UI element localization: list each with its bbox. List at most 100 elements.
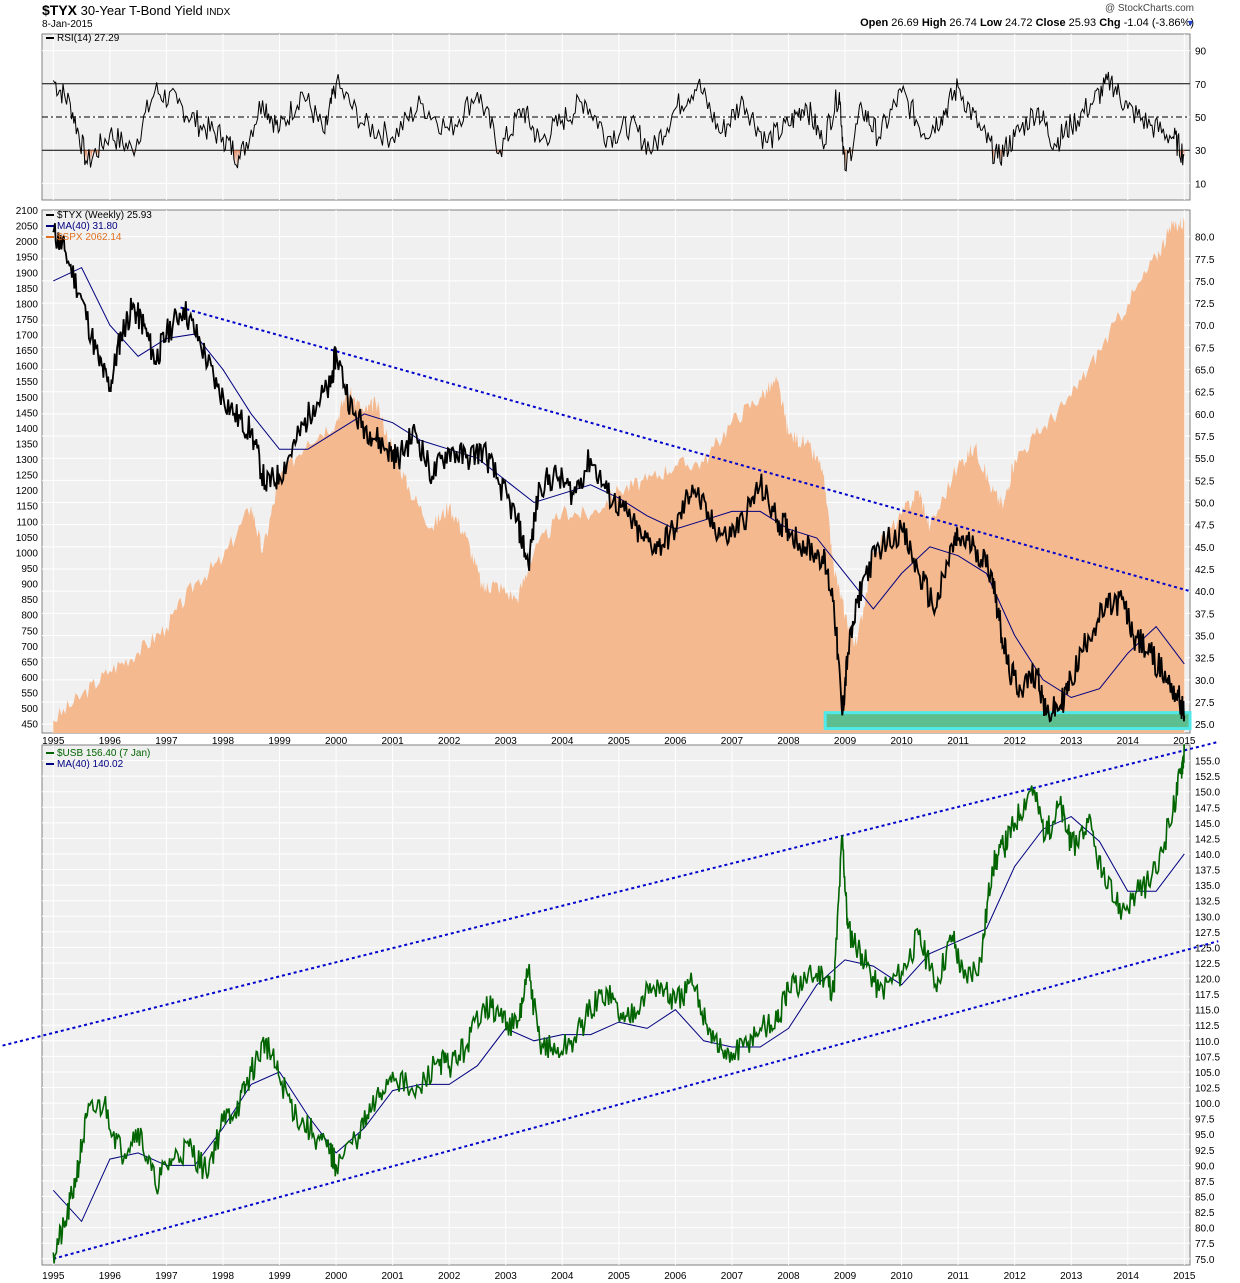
usb-y-tick-label: 80.0 xyxy=(1195,1224,1215,1235)
usb-y-tick-label: 135.0 xyxy=(1195,881,1220,892)
rsi-oversold-fill xyxy=(992,150,995,164)
spx-y-tick-label: 950 xyxy=(21,564,38,575)
rsi-oversold-fill xyxy=(1182,150,1184,155)
x-tick-label: 2005 xyxy=(608,1271,631,1282)
spx-y-tick-label: 1600 xyxy=(16,362,39,373)
x-tick-label: 2004 xyxy=(551,1271,574,1282)
x-tick-label: 2008 xyxy=(777,1271,800,1282)
rsi-y-tick-label: 30 xyxy=(1195,146,1207,157)
x-tick-label: 2007 xyxy=(721,1271,744,1282)
tyx-y-tick-label: 42.5 xyxy=(1195,565,1215,576)
tyx-y-tick-label: 32.5 xyxy=(1195,654,1215,665)
rsi-oversold-fill xyxy=(90,150,93,160)
copyright-label: @ StockCharts.com xyxy=(1104,3,1194,14)
rsi-oversold-fill xyxy=(851,150,853,154)
x-tick-label: 2009 xyxy=(834,1271,857,1282)
support-band xyxy=(823,711,1192,731)
spx-y-tick-label: 1050 xyxy=(16,533,39,544)
usb-y-tick-label: 105.0 xyxy=(1195,1068,1220,1079)
x-tick-label: 2003 xyxy=(495,1271,518,1282)
usb-y-tick-label: 110.0 xyxy=(1195,1037,1220,1048)
tyx-y-tick-label: 65.0 xyxy=(1195,366,1215,377)
usb-panel xyxy=(41,744,1191,1266)
spx-y-tick-label: 700 xyxy=(21,642,38,653)
spx-y-tick-label: 1100 xyxy=(16,517,38,528)
x-tick-label: 2010 xyxy=(890,736,913,747)
x-tick-label: 2007 xyxy=(721,736,744,747)
rsi-oversold-fill xyxy=(236,150,238,169)
spx-y-tick-label: 500 xyxy=(21,704,38,715)
usb-y-tick-label: 82.5 xyxy=(1195,1208,1215,1219)
spx-y-tick-label: 1250 xyxy=(16,471,39,482)
spx-y-tick-label: 1150 xyxy=(16,502,38,513)
spx-y-tick-label: 600 xyxy=(21,673,38,684)
x-tick-label: 2008 xyxy=(777,736,800,747)
down-triangle-icon[interactable]: ▼ xyxy=(1186,18,1195,28)
tyx-y-tick-label: 72.5 xyxy=(1195,299,1215,310)
legend-label: $USB 156.40 (7 Jan) xyxy=(57,748,150,759)
usb-y-tick-label: 120.0 xyxy=(1195,975,1220,986)
x-tick-label: 1996 xyxy=(99,1271,122,1282)
tyx-y-tick-label: 37.5 xyxy=(1195,609,1215,620)
high-label: High xyxy=(921,17,947,29)
instrument-name: 30-Year T-Bond Yield xyxy=(80,3,203,18)
chart-date: 8-Jan-2015 xyxy=(42,19,93,30)
usb-y-tick-label: 97.5 xyxy=(1195,1115,1215,1126)
x-tick-label: 2011 xyxy=(947,736,969,747)
usb-y-tick-label: 107.5 xyxy=(1195,1052,1220,1063)
spx-y-tick-label: 750 xyxy=(21,626,38,637)
x-tick-label: 1997 xyxy=(155,1271,178,1282)
x-tick-label: 1999 xyxy=(268,1271,291,1282)
exchange-label: INDX xyxy=(206,7,231,18)
x-tick-label: 2005 xyxy=(608,736,631,747)
spx-y-tick-label: 1400 xyxy=(16,424,39,435)
high-value: 26.74 xyxy=(949,17,977,29)
ohlc-readout: Open 26.69 High 26.74 Low 24.72 Close 25… xyxy=(860,17,1194,29)
spx-y-tick-label: 1200 xyxy=(16,486,39,497)
usb-y-tick-label: 92.5 xyxy=(1195,1146,1215,1157)
spx-y-tick-label: 1450 xyxy=(16,408,39,419)
x-tick-label: 1997 xyxy=(155,736,178,747)
tyx-y-tick-label: 45.0 xyxy=(1195,543,1215,554)
x-tick-label: 2015 xyxy=(1173,736,1196,747)
rsi-y-tick-label: 70 xyxy=(1195,80,1207,91)
usb-y-tick-label: 112.5 xyxy=(1195,1021,1220,1032)
spx-y-tick-label: 1500 xyxy=(16,393,39,404)
usb-y-tick-label: 147.5 xyxy=(1195,803,1220,814)
spx-y-tick-label: 1300 xyxy=(16,455,39,466)
usb-line xyxy=(52,744,1186,1264)
x-tick-label: 2000 xyxy=(325,1271,348,1282)
x-tick-label: 2013 xyxy=(1060,1271,1083,1282)
usb-y-tick-label: 137.5 xyxy=(1195,866,1220,877)
usb-y-tick-label: 87.5 xyxy=(1195,1177,1215,1188)
usb-y-tick-label: 155.0 xyxy=(1195,757,1220,768)
tyx-y-tick-label: 57.5 xyxy=(1195,432,1215,443)
x-tick-label: 2014 xyxy=(1117,736,1140,747)
tyx-y-tick-label: 25.0 xyxy=(1195,720,1215,731)
x-tick-label: 2011 xyxy=(947,1271,969,1282)
rsi-oversold-fill xyxy=(845,150,847,171)
x-tick-label: 2015 xyxy=(1173,1271,1196,1282)
legend-label: $SPX 2062.14 xyxy=(57,232,122,243)
rsi-line xyxy=(52,71,1185,172)
spx-y-tick-label: 1550 xyxy=(16,377,39,388)
spx-y-tick-label: 2100 xyxy=(16,206,39,217)
usb-y-tick-label: 132.5 xyxy=(1195,897,1220,908)
low-label: Low xyxy=(979,17,1002,29)
x-tick-label: 2003 xyxy=(495,736,518,747)
spx-y-tick-label: 1350 xyxy=(16,439,39,450)
usb-y-tick-label: 100.0 xyxy=(1195,1099,1220,1110)
tyx-y-tick-label: 30.0 xyxy=(1195,676,1215,687)
rsi-oversold-fill xyxy=(86,150,88,164)
x-tick-label: 2010 xyxy=(890,1271,913,1282)
rsi-oversold-fill xyxy=(496,150,499,154)
tyx-y-tick-label: 40.0 xyxy=(1195,587,1215,598)
rsi-oversold-fill xyxy=(84,150,87,161)
tyx-y-tick-label: 80.0 xyxy=(1195,233,1215,244)
x-tick-label: 2001 xyxy=(381,736,404,747)
close-label: Close xyxy=(1035,17,1066,29)
low-value: 24.72 xyxy=(1005,17,1033,29)
chg-value: -1.04 (-3.86%) xyxy=(1123,17,1194,29)
usb-ma40-line xyxy=(52,816,1185,1223)
